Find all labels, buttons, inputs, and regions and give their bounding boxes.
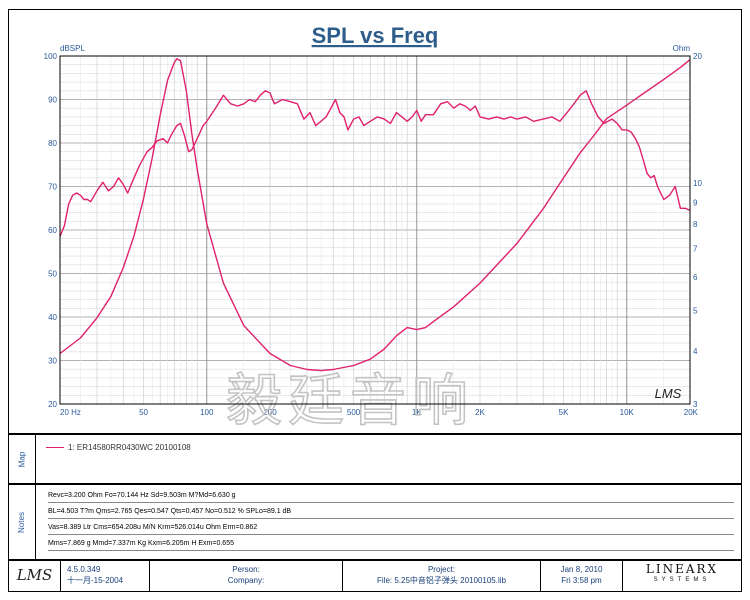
y2-tick-label: 7 (693, 245, 698, 254)
note-rule (48, 502, 734, 503)
footer-brand-sub: SYSTEMS (653, 577, 711, 583)
legend-text: 1: ER14580RR0430WC 20100108 (68, 443, 191, 452)
footer-person-cell: Person: Company: (150, 561, 343, 591)
x-tick-label: 20 Hz (60, 408, 81, 417)
y-tick-label: 90 (48, 96, 57, 105)
plot-border (59, 55, 691, 405)
note-rule (48, 550, 734, 551)
right-axis-unit: Ohm (673, 44, 691, 53)
y-tick-label: 20 (48, 400, 57, 409)
footer-brand-cell: LINEARX SYSTEMS (623, 561, 741, 591)
notes-tab-label: Notes (17, 511, 26, 533)
map-tab: Map (8, 434, 36, 484)
x-tick-label: 200 (263, 408, 277, 417)
footer-report-time: Fri 3:58 pm (561, 576, 602, 585)
legend-swatch (46, 447, 64, 448)
notes-frame (8, 484, 742, 560)
chart-title: SPL vs Freq (312, 23, 439, 48)
chart-frame (8, 9, 742, 434)
left-axis-unit: dBSPL (60, 44, 85, 53)
impedance-curve (59, 58, 691, 372)
y-tick-label: 70 (48, 183, 57, 192)
footer-version-cell: 4.5.0.349 十一月-15-2004 (61, 561, 150, 591)
y2-tick-label: 5 (693, 306, 698, 315)
note-line: Revc=3.200 Ohm Fo=70.144 Hz Sd=9.503m M?… (48, 492, 236, 499)
watermark: 毅廷音响 (226, 369, 474, 432)
note-rule (48, 534, 734, 535)
map-legend-entry: 1: ER14580RR0430WC 20100108 (46, 443, 191, 452)
footer-person-label: Person: (232, 565, 260, 574)
x-tick-label: 1K (412, 408, 422, 417)
y-tick-label: 50 (48, 270, 57, 279)
y-tick-label: 40 (48, 313, 57, 322)
footer-frame (8, 560, 742, 592)
y-tick-label: 60 (48, 226, 57, 235)
note-rule (48, 518, 734, 519)
y2-tick-label: 20 (693, 52, 702, 61)
curves (59, 58, 691, 372)
footer-date-cell: Jan 8, 2010 Fri 3:58 pm (541, 561, 623, 591)
footer-file: File: 5.25中音铝子弹头 20100105.lib (377, 576, 506, 585)
footer-logo-cell: LMS (9, 561, 61, 591)
lms-mark: LMS (655, 386, 682, 401)
y2-tick-label: 9 (693, 198, 698, 207)
x-tick-label: 100 (200, 408, 214, 417)
y-tick-label: 100 (44, 52, 58, 61)
note-line: BL=4.503 T?m Qms=2.765 Qes=0.547 Qts=0.4… (48, 508, 292, 515)
footer-build-date: 十一月-15-2004 (67, 576, 124, 585)
y2-tick-label: 8 (693, 220, 698, 229)
footer-version: 4.5.0.349 (67, 565, 101, 574)
x-tick-label: 20K (684, 408, 699, 417)
footer-project-label: Project: (427, 565, 456, 574)
y2-tick-label: 6 (693, 273, 698, 282)
note-line: Mms=7.869 g Mmd=7.337m Kg Kxm=6.205m H E… (48, 540, 234, 547)
footer-company-label: Company: (227, 576, 265, 585)
spl-freq-chart: SPL vs Freq dBSPL Ohm 20 30 40 50 60 70 80 90 10… (44, 23, 703, 433)
x-tick-label: 5K (559, 408, 569, 417)
y-tick-label: 30 (48, 357, 57, 366)
footer-project-cell: Project: File: 5.25中音铝子弹头 20100105.lib (343, 561, 541, 591)
y2-tick-label: 3 (693, 400, 698, 409)
map-tab-label: Map (17, 451, 26, 467)
x-tick-label: 500 (347, 408, 361, 417)
map-frame (8, 434, 742, 484)
notes-tab: Notes (8, 484, 36, 560)
y2-tick-label: 4 (693, 347, 698, 356)
x-tick-label: 2K (475, 408, 485, 417)
note-line: Vas=8.389 Ltr Cms=654.208u M/N Krm=526.0… (48, 524, 258, 531)
x-tick-label: 10K (620, 408, 635, 417)
spl-curve (59, 90, 691, 237)
grid (59, 55, 691, 405)
footer-logo: LMS (16, 566, 53, 584)
footer-brand: LINEARX (645, 562, 719, 576)
y2-tick-label: 10 (693, 179, 702, 188)
y-tick-label: 80 (48, 139, 57, 148)
x-tick-label: 50 (139, 408, 148, 417)
footer-report-date: Jan 8, 2010 (560, 565, 603, 574)
